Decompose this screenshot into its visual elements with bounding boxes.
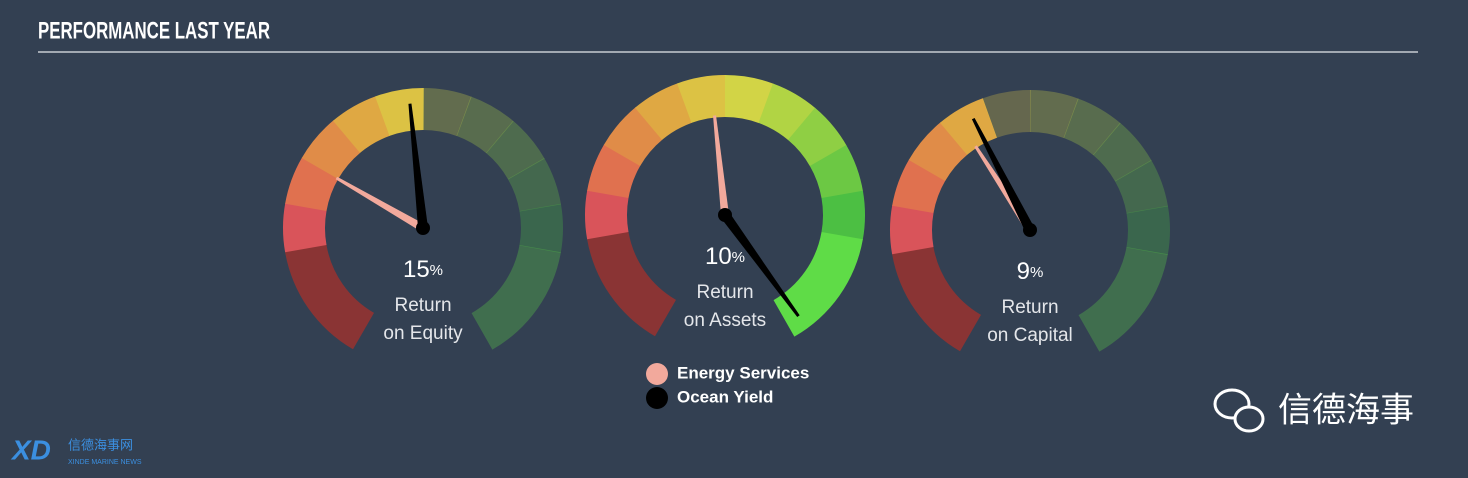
wechat-icon [1213, 388, 1265, 433]
needle [335, 176, 425, 232]
dial-segment [1092, 122, 1152, 182]
dial-segment [423, 88, 472, 137]
gauge: 10% Return on Assets [585, 75, 865, 337]
gauge-label: on Equity [383, 323, 463, 344]
legend-label: Ocean Yield [677, 387, 773, 406]
gauge-value-number: 10 [705, 243, 732, 270]
chart-title: PERFORMANCE LAST YEAR [38, 17, 270, 44]
dial-segment [587, 231, 676, 337]
dial-segment [677, 75, 726, 123]
dial-segment [890, 204, 934, 255]
logo: XD [10, 434, 51, 465]
gauge-label: on Capital [987, 325, 1073, 346]
gauge-value-unit: % [1030, 264, 1043, 281]
dial-segment [283, 202, 327, 253]
dial-segment [333, 96, 390, 153]
gauge-value-number: 9 [1017, 258, 1030, 285]
dial-segment [725, 75, 774, 124]
dial-segment [1078, 247, 1168, 352]
dial-segment [635, 83, 692, 140]
gauge-value-unit: % [430, 262, 443, 279]
gauge: 15% Return on Equity [283, 88, 563, 350]
dial-segment [821, 190, 865, 241]
needle [720, 212, 800, 318]
gauge-value: 15% [403, 256, 443, 283]
gauge-value: 9% [1017, 258, 1044, 285]
dial-segment [982, 90, 1031, 138]
legend-marker [646, 363, 668, 385]
dial-segment [587, 144, 641, 198]
dial-segment [285, 244, 374, 350]
gauge-label: Return [696, 282, 753, 303]
needle-hub [416, 221, 430, 235]
needle [713, 115, 729, 216]
dial-segment [1114, 160, 1168, 214]
dial-segment [285, 157, 339, 211]
dial-segment [1063, 98, 1121, 156]
logo-cn: 信德海事网 [68, 439, 133, 454]
legend-marker [646, 387, 668, 409]
gauge-value-unit: % [732, 249, 745, 266]
needle [971, 117, 1035, 233]
dial-segment [1030, 90, 1079, 139]
brand: 信德海事 [1278, 391, 1414, 431]
gauge-label: Return [394, 295, 451, 316]
dial-segment [809, 145, 863, 199]
dial-segment [471, 245, 561, 350]
dial-segment [892, 159, 946, 213]
dial-segment [1126, 205, 1170, 256]
gauge: 9% Return on Capital [890, 90, 1170, 352]
dial-segment [456, 96, 514, 154]
dial-segment [758, 83, 816, 141]
logo-en: XINDE MARINE NEWS [68, 459, 142, 466]
gauge-label: on Assets [684, 310, 766, 331]
dial-segment [485, 120, 545, 180]
legend-label: Energy Services [677, 363, 809, 382]
gauge-label: Return [1001, 297, 1058, 318]
needle [408, 103, 428, 229]
dial-segment [585, 189, 629, 240]
gauge-value: 10% [705, 243, 745, 270]
dial-segment [507, 158, 561, 212]
dial-segment [519, 203, 563, 254]
needle-hub [1023, 223, 1037, 237]
gauge-value-number: 15 [403, 256, 430, 283]
dial-segment [787, 107, 847, 167]
needle-hub [718, 208, 732, 222]
dial-segment [892, 246, 981, 352]
